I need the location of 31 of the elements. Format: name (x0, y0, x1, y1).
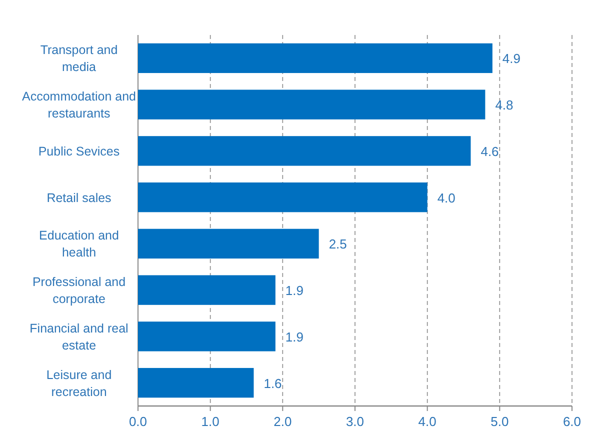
bar (138, 90, 486, 120)
data-label: 4.8 (495, 98, 514, 113)
data-label: 1.6 (264, 376, 282, 391)
data-label: 4.0 (437, 190, 456, 206)
x-tick-label: 3.0 (346, 414, 364, 429)
data-label: 4.6 (480, 144, 499, 159)
bar (138, 43, 492, 74)
y-tick-label: Retail sales (46, 190, 112, 205)
y-tick-label: Education and health (39, 228, 120, 260)
x-tick-label: 6.0 (562, 414, 582, 429)
bar (138, 368, 254, 398)
bar (138, 136, 471, 166)
data-label: 1.9 (285, 283, 304, 298)
x-tick-label: 1.0 (201, 414, 220, 429)
y-tick-label: Leisure and recreation (46, 368, 112, 399)
y-tick-label: Financial and real estate (30, 321, 128, 352)
y-tick-label: Public Sevices (38, 144, 120, 158)
x-tick-label: 0.0 (128, 414, 148, 429)
data-label: 2.5 (328, 236, 347, 252)
x-tick-label: 2.0 (274, 414, 292, 429)
x-tick-label: 4.0 (418, 414, 436, 429)
y-tick-label: Transport and media (40, 43, 118, 74)
y-tick-label: Accommodation and restaurants (22, 90, 136, 121)
x-tick-label: 5.0 (490, 414, 509, 429)
bar (138, 322, 276, 352)
data-label: 4.9 (502, 51, 521, 66)
bar (138, 275, 276, 305)
bar (138, 182, 428, 212)
y-tick-label: Professional and corporate (32, 275, 126, 306)
bar (138, 228, 319, 259)
data-label: 1.9 (285, 329, 304, 344)
